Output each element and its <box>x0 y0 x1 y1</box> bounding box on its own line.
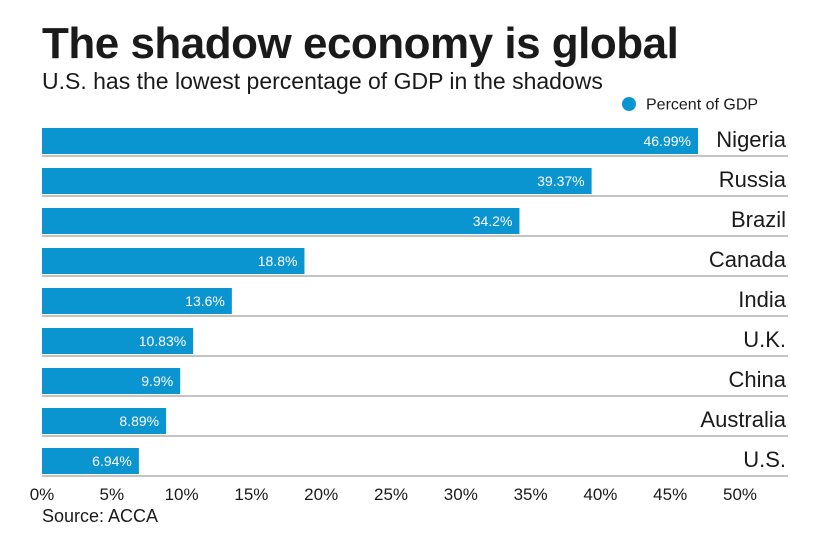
x-tick-label: 15% <box>234 485 268 504</box>
x-tick-label: 50% <box>723 485 757 504</box>
bar <box>42 128 698 154</box>
chart-subtitle: U.S. has the lowest percentage of GDP in… <box>42 68 603 94</box>
category-label: Brazil <box>731 207 786 232</box>
bar-row: 6.94% U.S. <box>42 447 788 477</box>
bar-row: 8.89% Australia <box>42 407 788 437</box>
x-tick-label: 20% <box>304 485 338 504</box>
bar-row: 10.83% U.K. <box>42 327 788 357</box>
bar-row: 46.99% Nigeria <box>42 127 788 157</box>
x-tick-label: 0% <box>30 485 55 504</box>
category-label: Australia <box>700 407 786 432</box>
category-label: U.S. <box>743 447 786 472</box>
data-label: 18.8% <box>258 253 298 269</box>
bar-row: 34.2% Brazil <box>42 207 788 237</box>
x-tick-label: 30% <box>444 485 478 504</box>
legend: Percent of GDP <box>622 97 758 114</box>
legend-swatch <box>622 97 636 111</box>
bar <box>42 448 139 474</box>
x-axis: 0% 5% 10% 15% 20% 25% 30% 35% 40% 45% 50% <box>30 485 757 504</box>
data-label: 6.94% <box>92 453 132 469</box>
legend-label: Percent of GDP <box>646 97 758 114</box>
category-label: Nigeria <box>716 127 786 152</box>
x-tick-label: 10% <box>165 485 199 504</box>
x-tick-label: 40% <box>583 485 617 504</box>
chart-title: The shadow economy is global <box>42 19 679 68</box>
x-tick-label: 5% <box>100 485 125 504</box>
category-label: Canada <box>709 247 787 272</box>
category-label: Russia <box>719 167 787 192</box>
bar <box>42 168 592 194</box>
data-label: 39.37% <box>537 173 584 189</box>
source-note: Source: ACCA <box>42 506 159 526</box>
bar <box>42 328 194 354</box>
bar <box>42 208 520 234</box>
bar-row: 9.9% China <box>42 367 788 397</box>
bar-row: 18.8% Canada <box>42 247 788 277</box>
data-label: 9.9% <box>141 373 173 389</box>
x-tick-label: 35% <box>514 485 548 504</box>
x-tick-label: 25% <box>374 485 408 504</box>
data-label: 46.99% <box>643 133 690 149</box>
data-label: 34.2% <box>473 213 513 229</box>
bar-row: 13.6% India <box>42 287 788 317</box>
data-label: 8.89% <box>119 413 159 429</box>
bar <box>42 288 232 314</box>
category-label: India <box>738 287 786 312</box>
category-label: China <box>729 367 787 392</box>
category-label: U.K. <box>743 327 786 352</box>
data-label: 13.6% <box>185 293 225 309</box>
data-label: 10.83% <box>139 333 186 349</box>
bar <box>42 368 181 394</box>
bar-row: 39.37% Russia <box>42 167 788 197</box>
x-tick-label: 45% <box>653 485 687 504</box>
bar <box>42 248 305 274</box>
bar <box>42 408 167 434</box>
chart-rows: 46.99% Nigeria 39.37% Russia 34.2% Brazil 18.8… <box>42 127 788 477</box>
